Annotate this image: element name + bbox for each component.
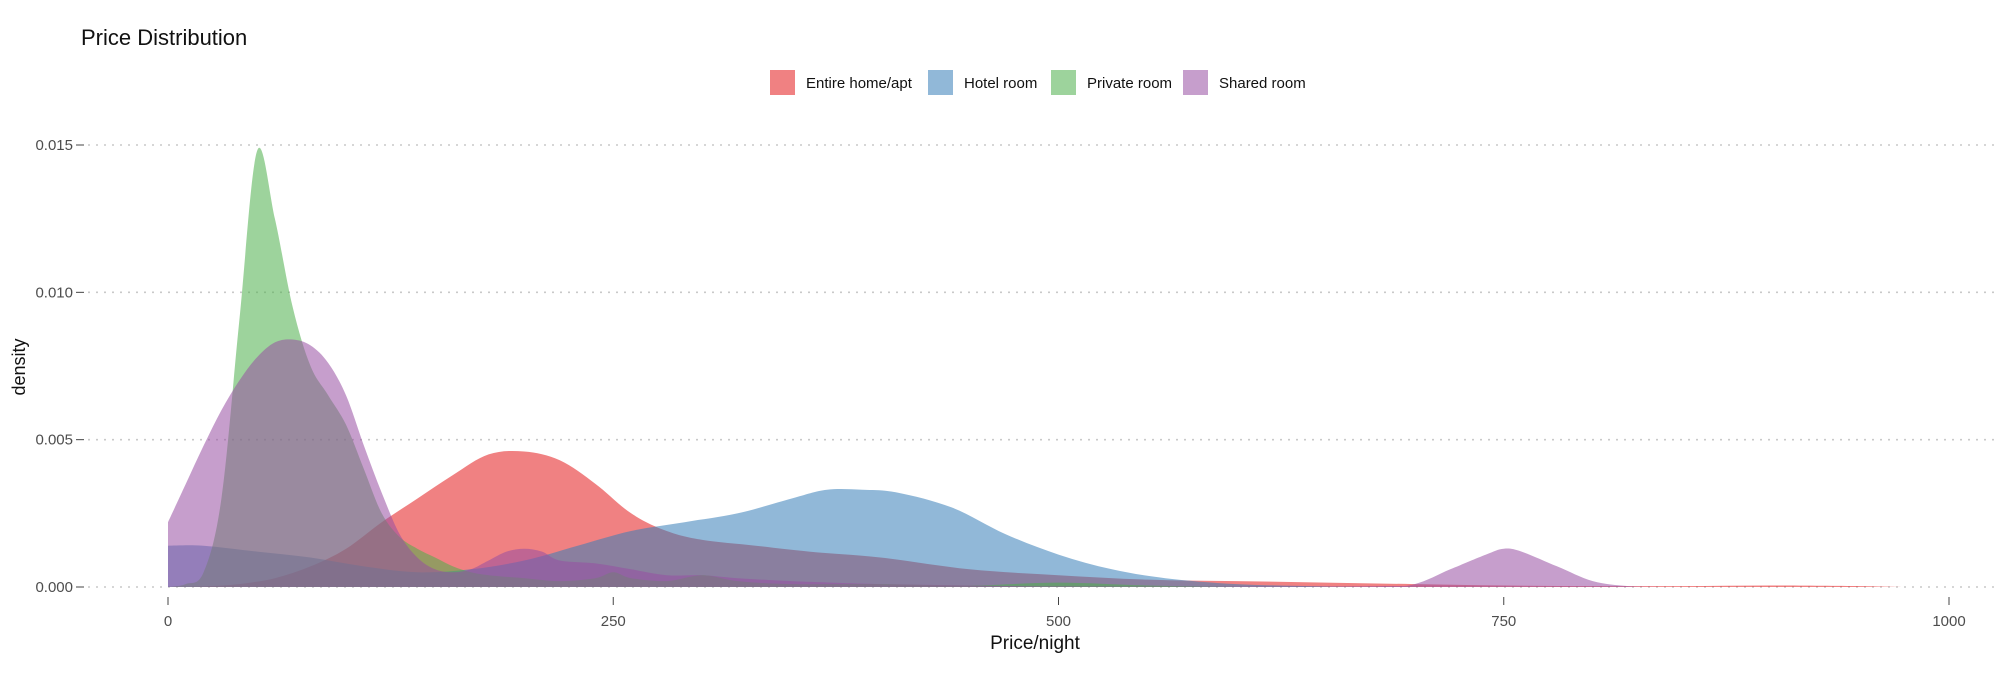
y-tick-label: 0.000 — [35, 579, 73, 596]
density-area-hotel-room — [168, 489, 1415, 587]
legend-swatch — [928, 70, 953, 95]
x-tick-label: 1000 — [1932, 613, 1965, 630]
x-tick-label: 0 — [164, 613, 172, 630]
legend-label: Entire home/apt — [806, 75, 913, 92]
x-tick-label: 500 — [1046, 613, 1071, 630]
y-axis: 0.000 0.005 0.010 0.015 — [35, 137, 84, 596]
legend-item-entire-home-apt: Entire home/apt — [770, 70, 913, 95]
legend-swatch — [770, 70, 795, 95]
legend-item-private-room: Private room — [1051, 70, 1172, 95]
legend: Entire home/apt Hotel room Private room Sha… — [770, 70, 1306, 95]
legend-item-hotel-room: Hotel room — [928, 70, 1037, 95]
y-tick-label: 0.010 — [35, 284, 73, 301]
x-tick-label: 750 — [1491, 613, 1516, 630]
y-tick-label: 0.015 — [35, 137, 73, 154]
legend-label: Hotel room — [964, 75, 1037, 92]
legend-swatch — [1183, 70, 1208, 95]
chart-title: Price Distribution — [81, 25, 247, 50]
y-tick-label: 0.005 — [35, 432, 73, 449]
legend-label: Shared room — [1219, 75, 1306, 92]
x-axis-label: Price/night — [990, 633, 1080, 654]
y-axis-label: density — [9, 338, 29, 395]
legend-item-shared-room: Shared room — [1183, 70, 1306, 95]
legend-label: Private room — [1087, 75, 1172, 92]
x-tick-label: 250 — [601, 613, 626, 630]
density-areas — [168, 147, 1905, 587]
legend-swatch — [1051, 70, 1076, 95]
x-axis: 0 250 500 750 1000 — [164, 597, 1966, 630]
density-area-shared-room — [168, 339, 1664, 587]
